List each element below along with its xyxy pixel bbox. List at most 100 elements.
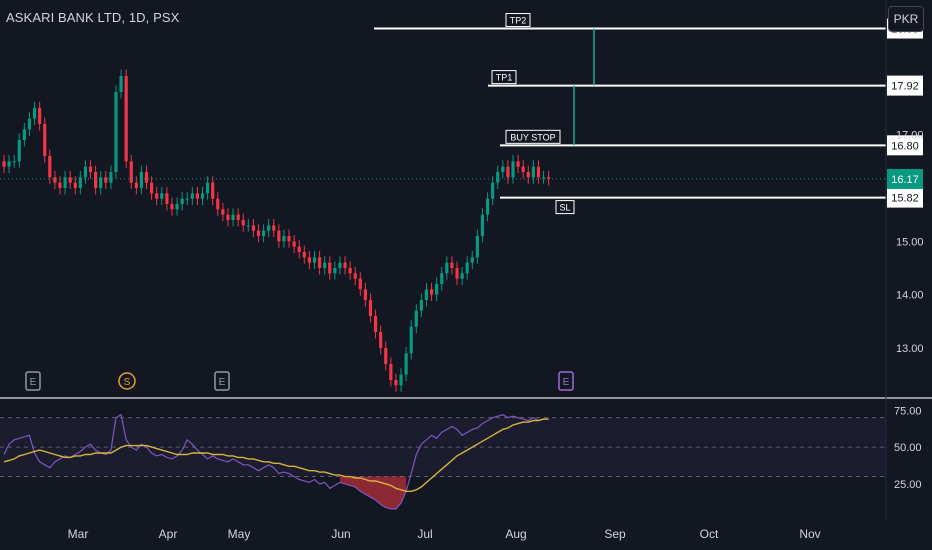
rsi-axis-label: 75.00 — [894, 405, 922, 417]
candle-body — [32, 108, 37, 119]
level-price-box — [887, 187, 923, 208]
candle-body — [48, 156, 52, 178]
event-marker-label: E — [563, 377, 570, 388]
level-price-box — [887, 75, 923, 96]
candle-body — [267, 225, 271, 231]
candle-body — [460, 273, 464, 279]
currency-button[interactable]: PKR — [888, 6, 924, 32]
candle-body — [150, 182, 154, 194]
candle-body — [440, 273, 444, 284]
price-axis-label: 17.00 — [896, 130, 924, 142]
candle-body — [491, 182, 495, 199]
level-price-label: 15.82 — [891, 193, 919, 205]
candle-body — [170, 204, 174, 210]
level-tag-box — [491, 70, 517, 85]
candle-body — [114, 92, 118, 172]
event-marker-label: E — [219, 377, 226, 388]
candle-body — [429, 289, 434, 295]
event-marker-earnings — [25, 371, 41, 391]
candle-body — [541, 177, 546, 179]
candle-body — [480, 214, 485, 236]
candle-body — [358, 278, 362, 290]
candle-body — [73, 182, 77, 188]
candle-body — [435, 284, 439, 295]
candle-body — [485, 198, 490, 215]
candle-body — [190, 193, 194, 199]
candle-body — [384, 348, 388, 364]
candle-body — [17, 140, 21, 162]
price-axis-label: 13.00 — [896, 343, 924, 355]
candle-body — [409, 326, 413, 354]
candle-body — [287, 236, 291, 242]
candle-body — [312, 257, 317, 263]
candle-body — [160, 193, 164, 199]
candle-body — [475, 236, 479, 258]
price-pane: TP2 TP1 BUY STOP SL E S E E — [0, 13, 886, 392]
candle-body — [236, 214, 240, 220]
time-axis-label: Jul — [417, 527, 432, 541]
candle-body — [531, 166, 535, 178]
candle-body — [292, 241, 296, 247]
candle-body — [7, 161, 11, 167]
candle-body — [251, 225, 256, 231]
candle-body — [221, 209, 225, 215]
candle-body — [200, 193, 205, 199]
candle-body — [511, 161, 515, 178]
candle-body — [180, 198, 184, 204]
candle-body — [109, 172, 113, 183]
candle-body — [450, 262, 454, 268]
event-marker-earnings — [214, 371, 230, 391]
candle-body — [63, 177, 67, 188]
time-axis-label: Jun — [331, 527, 350, 541]
event-marker-split — [118, 372, 136, 390]
candle-body — [256, 230, 261, 236]
candle-body — [134, 182, 138, 188]
candle-body — [195, 193, 200, 199]
candle-body — [43, 124, 47, 156]
candle-body — [343, 262, 347, 268]
time-axis-label: Aug — [505, 527, 526, 541]
level-tag-label: SL — [559, 203, 570, 213]
candle-body — [129, 161, 133, 183]
candle-body — [389, 364, 393, 380]
current-price-box — [887, 168, 923, 189]
candle-body — [521, 166, 525, 172]
level-tag-box — [505, 129, 561, 144]
candle-body — [404, 353, 408, 375]
price-axis-label: 15.00 — [896, 236, 924, 248]
level-tag-label: TP2 — [510, 16, 527, 26]
candle-body — [323, 262, 327, 268]
level-price-label: 16.80 — [891, 140, 919, 152]
candle-body — [231, 214, 235, 220]
candle-body — [368, 300, 373, 316]
candle-body — [307, 257, 311, 263]
level-tag-label: TP1 — [496, 73, 513, 83]
candle-body — [124, 76, 128, 162]
candle-body — [470, 257, 474, 263]
time-axis-label: Mar — [68, 527, 89, 541]
candle-body — [526, 172, 530, 178]
candle-body — [12, 161, 16, 163]
candle-body — [277, 230, 281, 242]
candle-body — [333, 268, 337, 274]
time-axis-label: Nov — [799, 527, 820, 541]
candle-body — [399, 374, 403, 386]
rsi-ma-line — [3, 418, 549, 492]
rsi-line — [3, 413, 549, 510]
candle-body — [261, 230, 266, 236]
candle-body — [353, 273, 357, 279]
chart-title: ASKARI BANK LTD, 1D, PSX — [6, 10, 180, 25]
candle-body — [246, 225, 250, 227]
rsi-pane — [0, 413, 886, 510]
candle-body — [394, 380, 398, 386]
candle-body — [83, 166, 88, 178]
candle-body — [445, 262, 449, 274]
candle-body — [38, 108, 42, 124]
event-marker-label: S — [124, 377, 131, 388]
time-axis-label: Sep — [604, 527, 626, 541]
time-axis-label: Oct — [700, 527, 719, 541]
candle-body — [363, 289, 367, 300]
candle-body — [272, 225, 276, 231]
candle-body — [536, 166, 541, 178]
